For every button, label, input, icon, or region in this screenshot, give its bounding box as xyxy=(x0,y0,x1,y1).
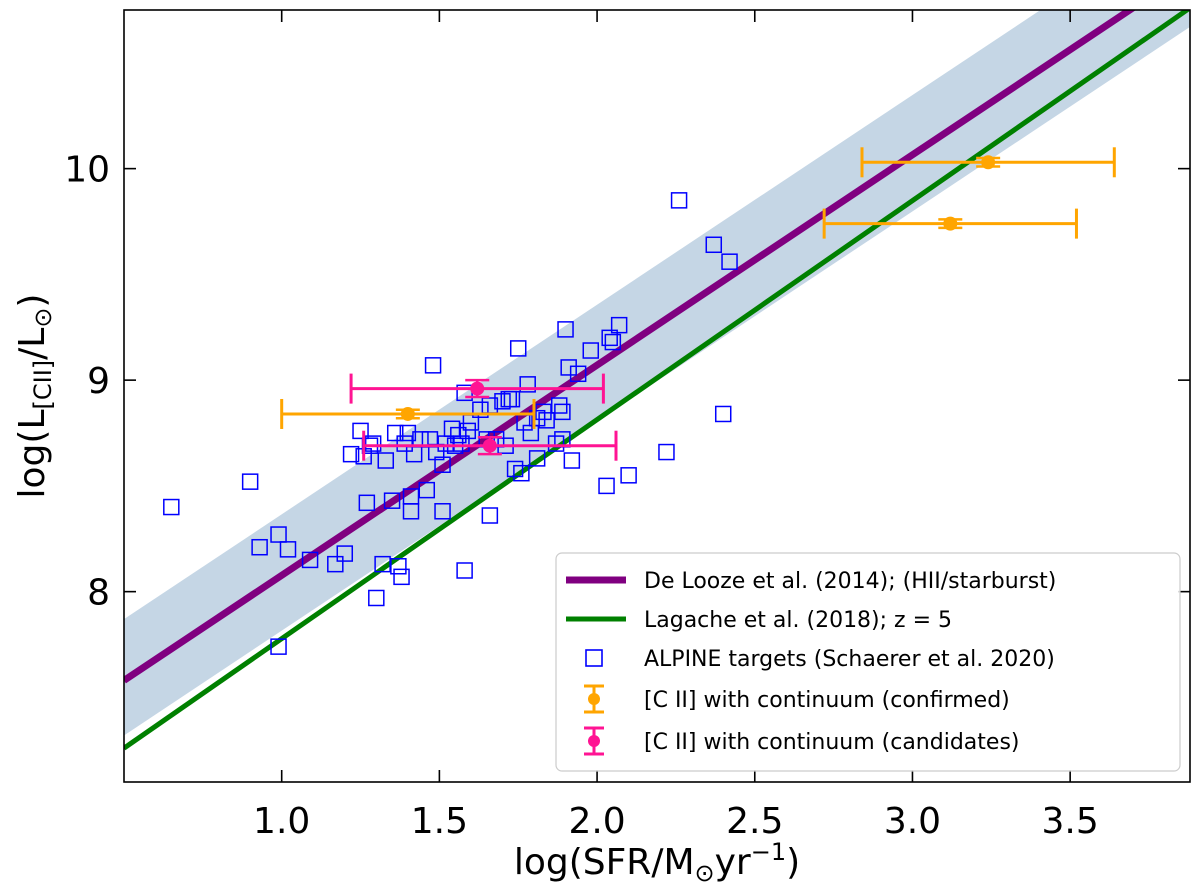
alpine-point xyxy=(368,589,385,607)
alpine-point xyxy=(658,443,675,461)
alpine-point xyxy=(251,538,268,556)
legend-label-candidates: [C II] with continuum (candidates) xyxy=(644,730,1019,755)
alpine-point xyxy=(279,541,297,558)
point-candidate xyxy=(482,438,497,453)
alpine-point xyxy=(509,340,527,357)
alpine-point xyxy=(270,638,287,655)
alpine-point xyxy=(620,467,637,484)
alpine-point xyxy=(393,568,410,586)
point-candidate xyxy=(470,381,485,396)
alpine-point xyxy=(519,376,536,393)
alpine-point xyxy=(560,359,577,376)
alpine-point xyxy=(513,464,530,482)
x-tick-label: 2.5 xyxy=(726,801,783,842)
y-tick-label: 8 xyxy=(87,573,110,614)
alpine-point xyxy=(418,481,436,499)
alpine-point xyxy=(506,460,524,478)
alpine-point xyxy=(402,503,420,520)
alpine-point xyxy=(336,545,354,562)
x-tick-label: 3.0 xyxy=(884,801,941,842)
alpine-point xyxy=(569,365,587,383)
y-tick-label: 10 xyxy=(64,150,110,191)
alpine-point xyxy=(374,555,391,573)
errorbar-confirmed xyxy=(280,398,536,429)
alpine-point xyxy=(358,494,376,512)
alpine-point xyxy=(721,253,738,270)
alpine-point xyxy=(538,412,555,429)
axis-ticks: 1.0 1.5 2.0 2.5 3.0 3.5 8 9 10 xyxy=(64,10,1190,842)
legend-label-alpine: ALPINE targets (Schaerer et al. 2020) xyxy=(644,647,1055,672)
alpine-point xyxy=(270,526,287,543)
alpine-point xyxy=(563,452,581,469)
alpine-point xyxy=(481,507,499,524)
legend: De Looze et al. (2014); (HII/starburst) … xyxy=(555,552,1181,772)
alpine-point xyxy=(554,403,571,421)
alpine-point xyxy=(342,445,360,463)
legend-label-de-looze: De Looze et al. (2014); (HII/starburst) xyxy=(644,569,1056,594)
alpine-point xyxy=(582,342,600,359)
alpine-point xyxy=(396,435,413,452)
alpine-point xyxy=(352,422,369,440)
alpine-point xyxy=(424,357,442,374)
alpine-point xyxy=(550,397,568,414)
point-confirmed xyxy=(400,406,415,421)
point-confirmed xyxy=(981,155,996,170)
alpine-point xyxy=(301,551,319,569)
line-de-looze xyxy=(124,10,1137,684)
alpine-point xyxy=(386,424,404,442)
alpine-point xyxy=(610,316,628,334)
alpine-point xyxy=(714,405,732,423)
alpine-point xyxy=(598,477,615,495)
x-tick-label: 3.5 xyxy=(1042,801,1099,842)
alpine-point xyxy=(443,420,461,438)
alpine-point xyxy=(604,333,622,351)
plot-frame xyxy=(123,9,1191,783)
x-axis-label: log(SFR/M⊙yr−1) xyxy=(514,838,800,887)
alpine-point xyxy=(163,498,180,516)
alpine-point xyxy=(434,456,451,473)
alpine-point xyxy=(601,329,618,347)
plot-area xyxy=(124,10,1190,751)
alpine-point xyxy=(557,321,574,338)
legend-swatch-confirmed xyxy=(584,684,604,714)
alpine-point xyxy=(327,555,344,573)
errorbar-candidate xyxy=(349,373,605,404)
alpine-point xyxy=(528,450,546,467)
y-axis-label: log(L[CII]/L⊙) xyxy=(12,294,57,499)
legend-label-lagache: Lagache et al. (2018); z = 5 xyxy=(644,608,952,633)
legend-label-confirmed: [C II] with continuum (confirmed) xyxy=(644,688,1010,713)
errorbar-candidate xyxy=(362,430,618,461)
errorbar-confirmed xyxy=(860,147,1116,178)
alpine-point xyxy=(364,435,382,452)
legend-swatch-alpine xyxy=(585,649,603,667)
y-tick-label: 9 xyxy=(87,361,110,402)
alpine-point xyxy=(456,562,473,579)
alpine-point xyxy=(434,503,451,520)
alpine-point xyxy=(450,426,467,444)
alpine-point xyxy=(670,192,688,209)
alpine-point xyxy=(705,236,723,254)
alpine-point xyxy=(547,435,565,452)
alpine-point xyxy=(472,401,489,418)
x-tick-label: 1.0 xyxy=(253,801,310,842)
errorbar-confirmed xyxy=(822,208,1078,239)
legend-box xyxy=(555,552,1181,772)
alpine-point xyxy=(503,390,521,408)
legend-swatch-candidates xyxy=(584,726,604,756)
alpine-point xyxy=(494,393,511,410)
x-tick-label: 2.0 xyxy=(568,801,625,842)
alpine-point xyxy=(453,435,470,452)
alpine-point xyxy=(528,409,546,427)
x-tick-label: 1.5 xyxy=(411,801,468,842)
alpine-point xyxy=(399,424,417,442)
alpine-point xyxy=(535,403,552,421)
alpine-point xyxy=(459,422,477,440)
line-lagache xyxy=(124,10,1190,751)
alpine-point xyxy=(390,558,407,575)
alpine-point xyxy=(241,473,259,490)
alpine-point xyxy=(383,492,401,509)
point-confirmed xyxy=(943,216,958,231)
alpine-point xyxy=(377,452,395,469)
